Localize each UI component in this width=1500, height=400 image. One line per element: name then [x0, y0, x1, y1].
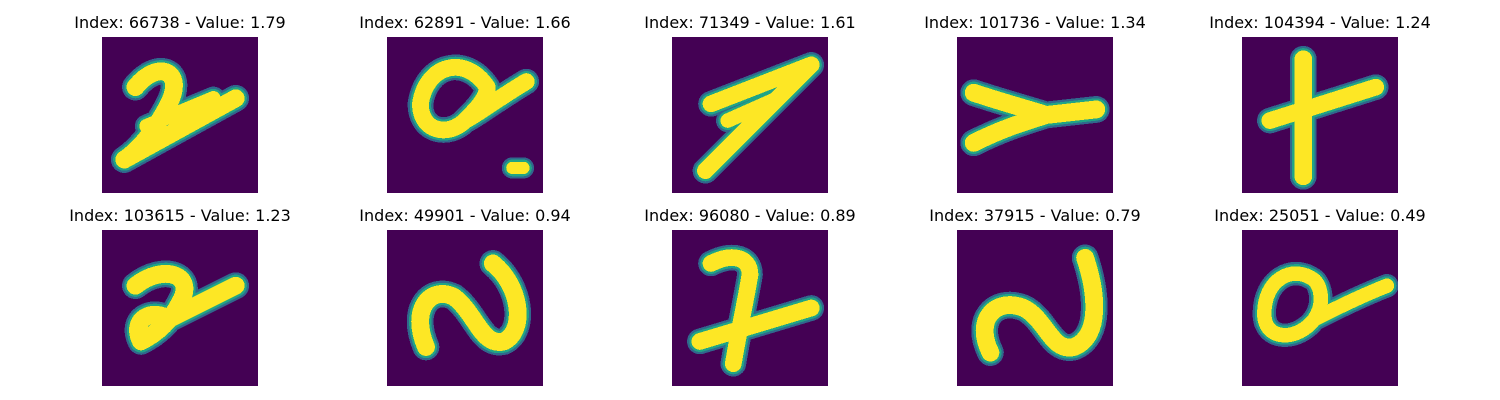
- digit-image: [1242, 37, 1398, 193]
- stroke-core: [1257, 266, 1395, 343]
- panel-title: Index: 96080 - Value: 0.89: [644, 206, 856, 225]
- stroke-core: [975, 248, 1104, 362]
- stroke-core: [1261, 78, 1385, 129]
- panel-title: Index: 66738 - Value: 1.79: [74, 13, 286, 32]
- digit-image: [1242, 230, 1398, 386]
- digit-image: [102, 230, 258, 386]
- stroke-core: [126, 264, 245, 351]
- panel-title: Index: 37915 - Value: 0.79: [929, 206, 1141, 225]
- panel-title: Index: 101736 - Value: 1.34: [924, 13, 1146, 32]
- digit-image: [387, 230, 543, 386]
- panel-title: Index: 103615 - Value: 1.23: [69, 206, 291, 225]
- digit-image: [672, 230, 828, 386]
- stroke-core: [412, 59, 535, 139]
- digit-image: [957, 230, 1113, 386]
- panel-title: Index: 49901 - Value: 0.94: [359, 206, 571, 225]
- stroke-core: [964, 100, 1106, 152]
- panel-title: Index: 104394 - Value: 1.24: [1209, 13, 1431, 32]
- digit-image: [672, 37, 828, 193]
- stroke-core: [139, 91, 221, 134]
- panel-title: Index: 62891 - Value: 1.66: [359, 13, 571, 32]
- stroke-core: [691, 299, 820, 350]
- stroke-core: [115, 89, 245, 169]
- stroke-core: [411, 254, 527, 356]
- digit-image: [387, 37, 543, 193]
- stroke-core: [702, 249, 759, 373]
- stroke-core: [720, 91, 786, 128]
- panel-title: Index: 71349 - Value: 1.61: [644, 13, 856, 32]
- stroke-core: [697, 56, 820, 180]
- digit-image: [957, 37, 1113, 193]
- digit-image: [102, 37, 258, 193]
- panel-title: Index: 25051 - Value: 0.49: [1214, 206, 1426, 225]
